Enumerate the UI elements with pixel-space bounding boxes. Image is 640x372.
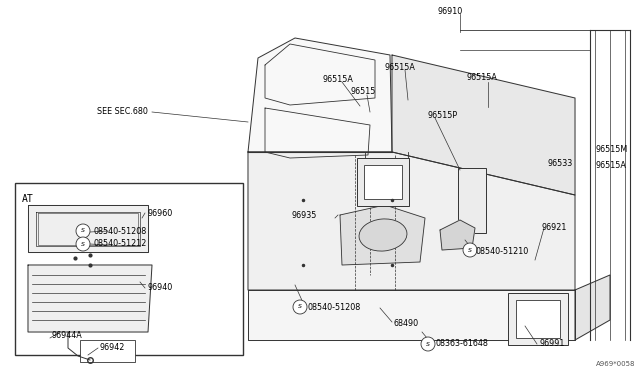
Polygon shape (28, 265, 152, 332)
Polygon shape (248, 152, 575, 290)
Text: A969*0058: A969*0058 (595, 361, 635, 367)
Text: 96991: 96991 (539, 340, 564, 349)
Circle shape (76, 237, 90, 251)
Text: 96944A: 96944A (52, 331, 83, 340)
Text: 08540-51212: 08540-51212 (93, 240, 147, 248)
Polygon shape (248, 38, 392, 152)
Circle shape (463, 243, 477, 257)
FancyBboxPatch shape (364, 165, 402, 199)
Text: 68490: 68490 (394, 318, 419, 327)
Text: 96942: 96942 (100, 343, 125, 352)
Text: 96515A: 96515A (323, 76, 353, 84)
Text: 96960: 96960 (147, 209, 172, 218)
Text: 08540-51208: 08540-51208 (93, 227, 147, 235)
Text: 08540-51210: 08540-51210 (476, 247, 529, 256)
Polygon shape (340, 205, 425, 265)
Text: 08363-61648: 08363-61648 (436, 340, 489, 349)
Bar (80, 340, 135, 362)
FancyBboxPatch shape (516, 300, 560, 338)
Circle shape (421, 337, 435, 351)
Polygon shape (392, 55, 575, 195)
Text: S: S (81, 241, 85, 247)
Text: 96935: 96935 (291, 212, 316, 221)
FancyBboxPatch shape (357, 158, 409, 206)
Text: S: S (298, 305, 302, 310)
Text: 96515A: 96515A (467, 74, 497, 83)
Text: 96940: 96940 (147, 282, 172, 292)
Bar (15, 183, 243, 355)
Text: 96910: 96910 (437, 7, 463, 16)
Text: S: S (426, 341, 430, 346)
Text: AT: AT (22, 194, 34, 204)
Text: 08540-51208: 08540-51208 (308, 304, 361, 312)
Text: 96921: 96921 (541, 222, 566, 231)
Circle shape (293, 300, 307, 314)
Text: S: S (468, 247, 472, 253)
Circle shape (76, 224, 90, 238)
Polygon shape (440, 220, 475, 250)
Text: 96515P: 96515P (428, 110, 458, 119)
Polygon shape (28, 205, 148, 252)
Ellipse shape (359, 219, 407, 251)
Text: S: S (81, 228, 85, 234)
Text: 96515: 96515 (350, 87, 376, 96)
Polygon shape (575, 275, 610, 340)
FancyBboxPatch shape (508, 293, 568, 345)
Polygon shape (248, 290, 575, 340)
Text: 96515A: 96515A (385, 62, 415, 71)
Text: 96515A: 96515A (595, 161, 626, 170)
Text: 96533: 96533 (547, 158, 572, 167)
Bar (458, 168, 486, 233)
Text: SEE SEC.680: SEE SEC.680 (97, 108, 148, 116)
Text: 96515M: 96515M (595, 145, 627, 154)
